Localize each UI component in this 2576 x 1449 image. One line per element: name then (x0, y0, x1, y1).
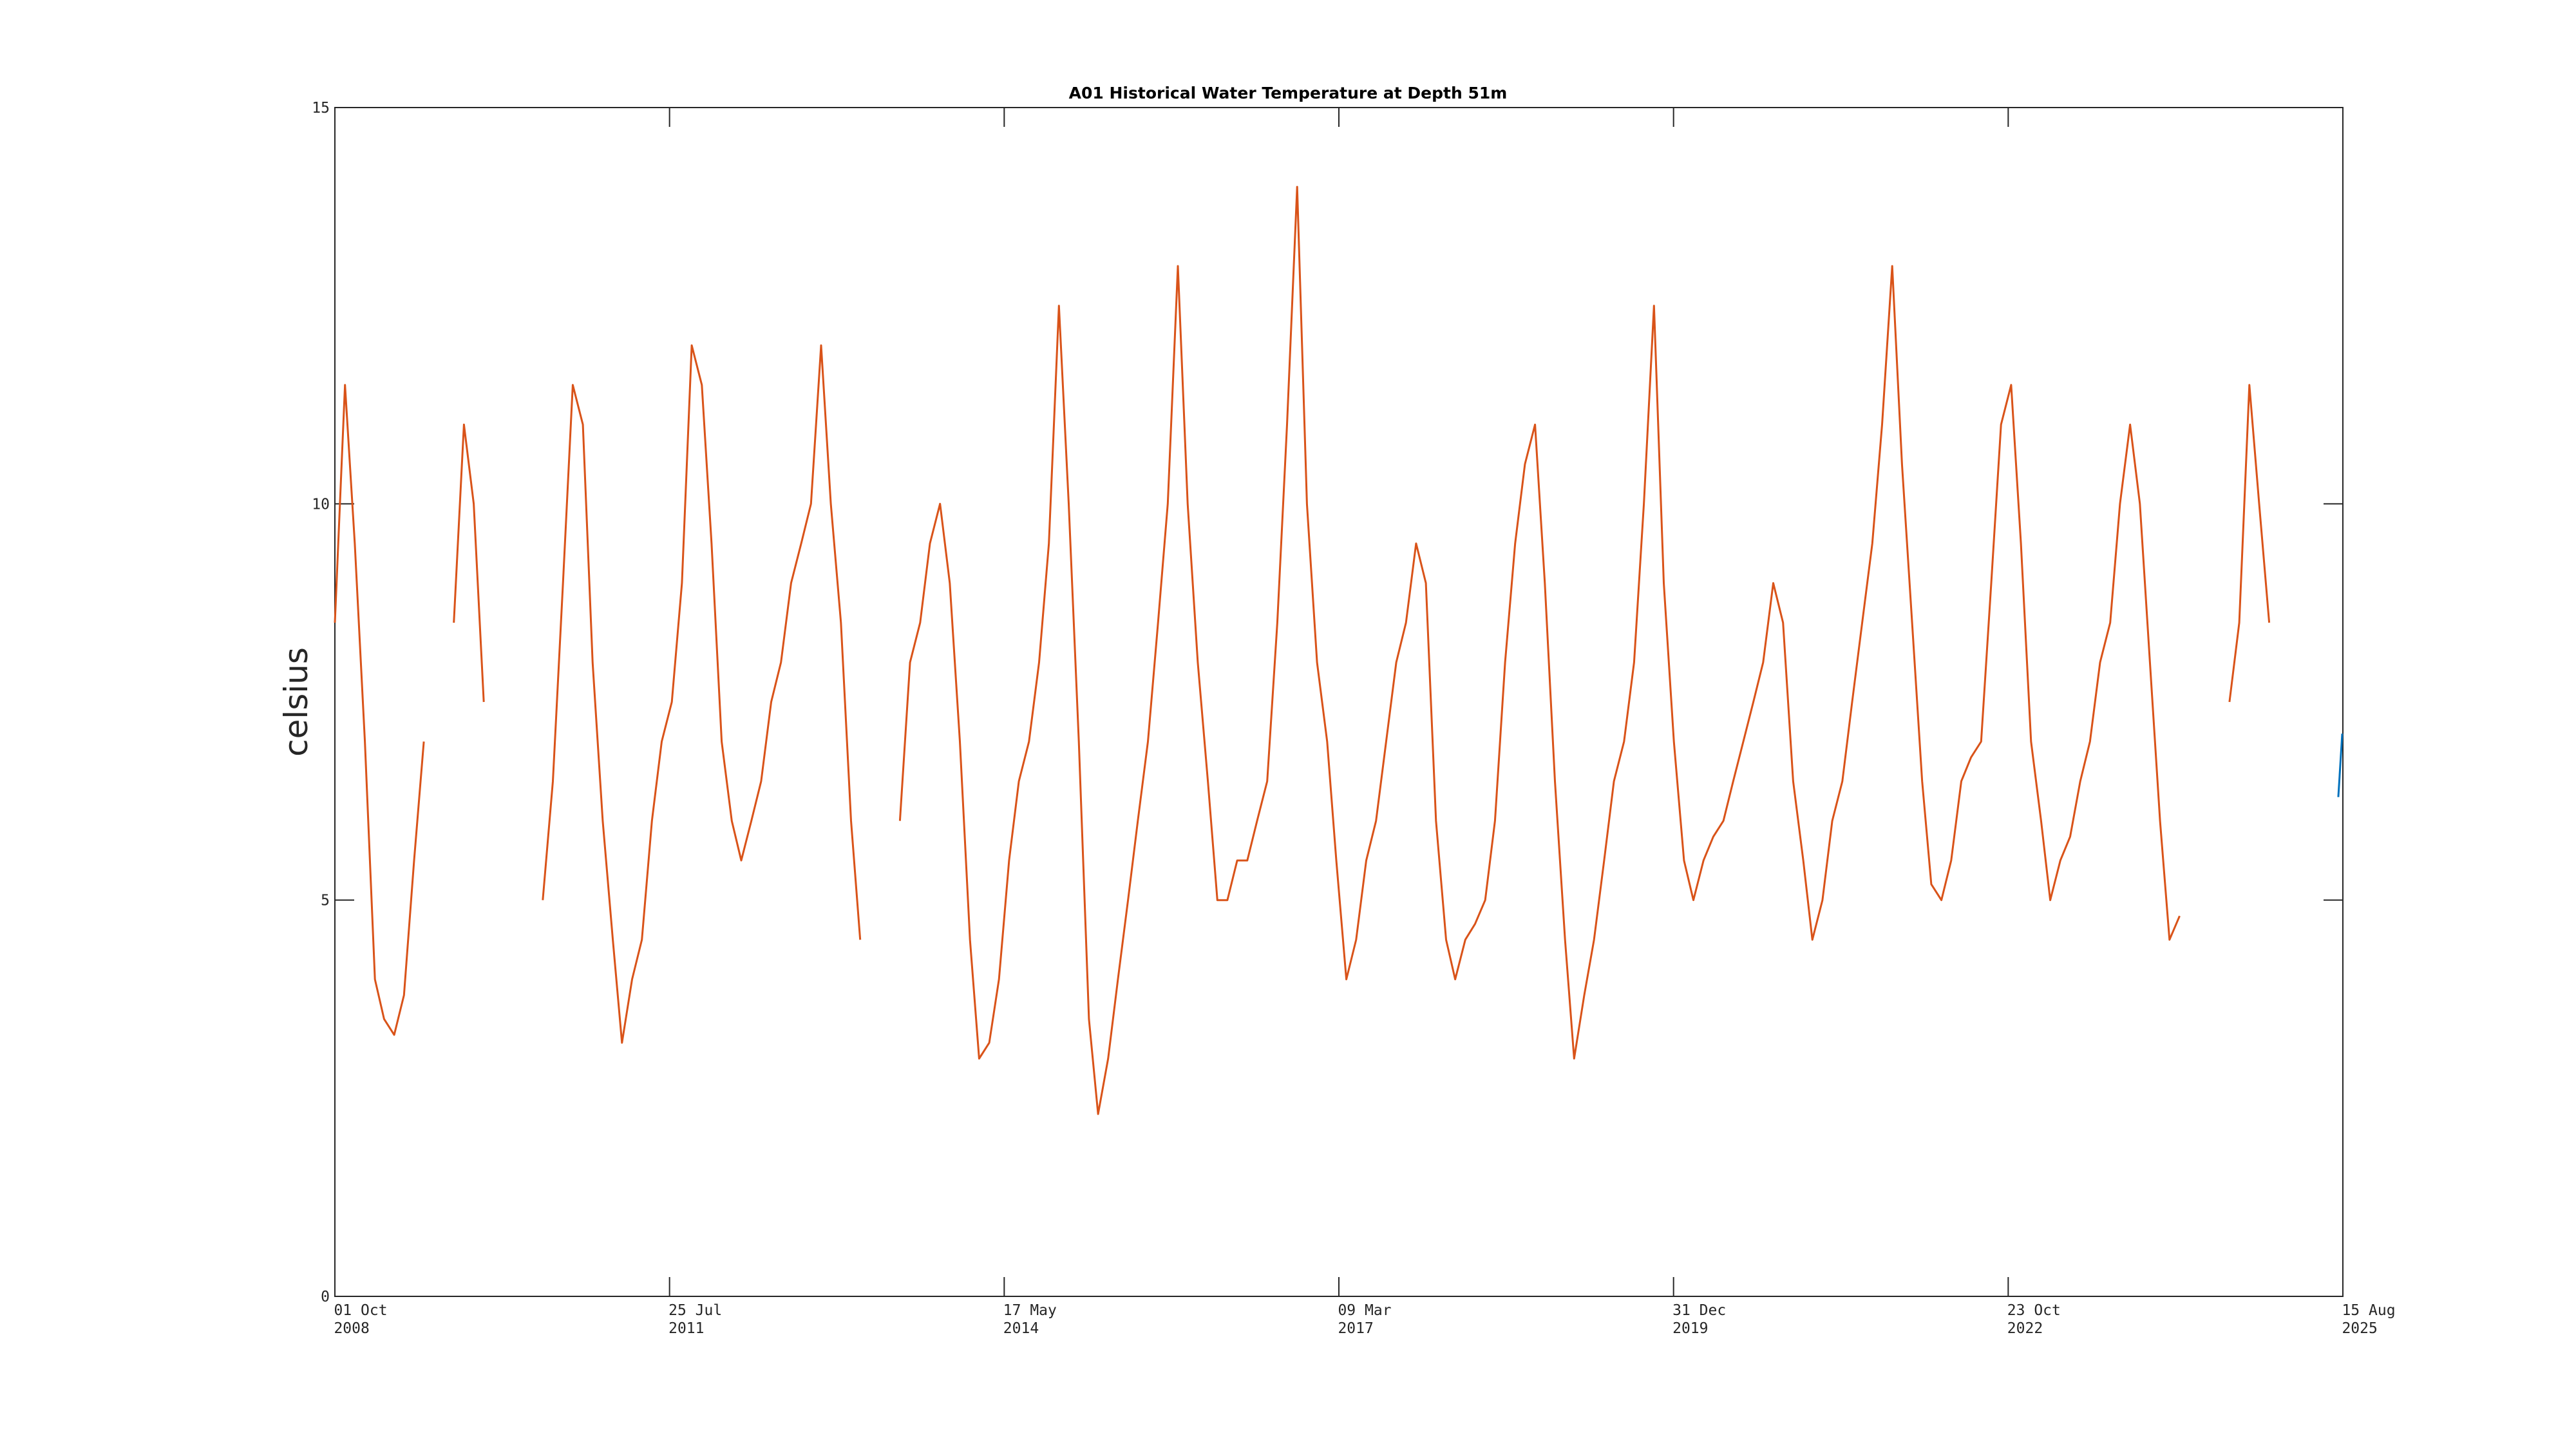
y-tick-label: 0 (321, 1289, 330, 1305)
x-tick-label: 17 May 2014 (1003, 1302, 1057, 1337)
series-line (334, 185, 2271, 1115)
series-line (2337, 734, 2344, 797)
x-tick-label: 01 Oct 2008 (334, 1302, 388, 1337)
x-tick-label: 31 Dec 2019 (1672, 1302, 1727, 1337)
chart-title: A01 Historical Water Temperature at Dept… (1068, 84, 1508, 102)
x-tick-label: 25 Jul 2011 (668, 1302, 723, 1337)
y-tick-label: 5 (321, 893, 330, 909)
x-tick-label: 09 Mar 2017 (1338, 1302, 1392, 1337)
x-tick-label: 15 Aug 2025 (2342, 1302, 2396, 1337)
y-tick-label: 15 (312, 100, 330, 117)
plot-area (334, 107, 2344, 1297)
y-tick-label: 10 (312, 496, 330, 513)
x-tick-label: 23 Oct 2022 (2007, 1302, 2061, 1337)
